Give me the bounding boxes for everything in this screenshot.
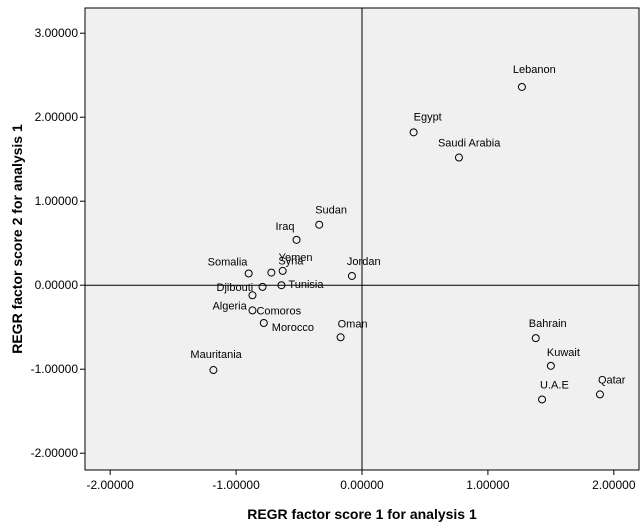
data-point-lebanon <box>517 82 526 91</box>
point-label: Egypt <box>414 111 442 123</box>
y-tick-label: -1.00000 <box>31 362 79 376</box>
point-label: Qatar <box>598 374 626 386</box>
data-point-oman <box>336 333 345 342</box>
data-point-sudan <box>315 220 324 229</box>
point-label: Iraq <box>276 221 295 233</box>
data-point-mauritania <box>209 366 218 375</box>
data-point-yemen <box>278 266 287 275</box>
point-label: Lebanon <box>513 64 556 76</box>
y-tick-label: 3.00000 <box>35 26 79 40</box>
ticks-layer: -2.00000 -1.00000 0.00000 1.00000 2.00000 -2.… <box>31 26 636 492</box>
x-tick-label: -2.00000 <box>86 478 134 492</box>
y-tick-label: 0.00000 <box>35 278 79 292</box>
point-label: Tunisia <box>288 279 324 291</box>
data-point-egypt <box>409 128 418 137</box>
point-label: Jordan <box>347 256 381 268</box>
point-label: Comoros <box>256 305 301 317</box>
point-label: Mauritania <box>190 349 242 361</box>
point-label: Sudan <box>315 205 347 217</box>
point-label: Syria <box>278 256 304 268</box>
data-point-algeria <box>248 291 257 300</box>
point-label: Bahrain <box>529 318 567 330</box>
data-point-saudi-arabia <box>454 153 463 162</box>
plot-frame <box>84 7 640 471</box>
data-point-bahrain <box>531 334 540 343</box>
point-label: Yemen <box>279 252 313 264</box>
x-tick-label: 0.00000 <box>340 478 384 492</box>
data-point-comoros <box>248 306 257 315</box>
data-point-djibouti <box>258 282 267 291</box>
point-label: U.A.E <box>540 379 569 391</box>
point-label: Kuwait <box>547 347 580 359</box>
y-tick-label: 2.00000 <box>35 110 79 124</box>
y-tick-label: 1.00000 <box>35 194 79 208</box>
point-label: Morocco <box>272 322 314 334</box>
x-tick-label: 2.00000 <box>592 478 636 492</box>
reference-lines <box>85 8 639 470</box>
data-point-qatar <box>595 390 604 399</box>
data-point-somalia <box>244 269 253 278</box>
data-point-kuwait <box>546 361 555 370</box>
y-tick-label: -2.00000 <box>31 446 79 460</box>
data-point-u-a-e <box>538 395 547 404</box>
x-tick-label: -1.00000 <box>212 478 260 492</box>
data-point-morocco <box>259 319 268 327</box>
point-label: Somalia <box>208 256 249 268</box>
points-layer: Lebanon Egypt Saudi Arabia Sudan Iraq Jordan S… <box>190 64 626 404</box>
point-label: Saudi Arabia <box>438 138 501 150</box>
data-point-tunisia <box>277 281 286 290</box>
point-label: Algeria <box>212 300 247 312</box>
data-point-syria <box>267 268 276 277</box>
data-point-jordan <box>347 271 356 280</box>
y-axis-title: REGR factor score 2 for analysis 1 <box>9 124 25 354</box>
point-label: Oman <box>338 318 368 330</box>
x-tick-label: 1.00000 <box>466 478 510 492</box>
x-axis-title: REGR factor score 1 for analysis 1 <box>247 506 477 522</box>
point-label: Djibouti <box>217 282 254 294</box>
data-point-iraq <box>292 235 301 244</box>
